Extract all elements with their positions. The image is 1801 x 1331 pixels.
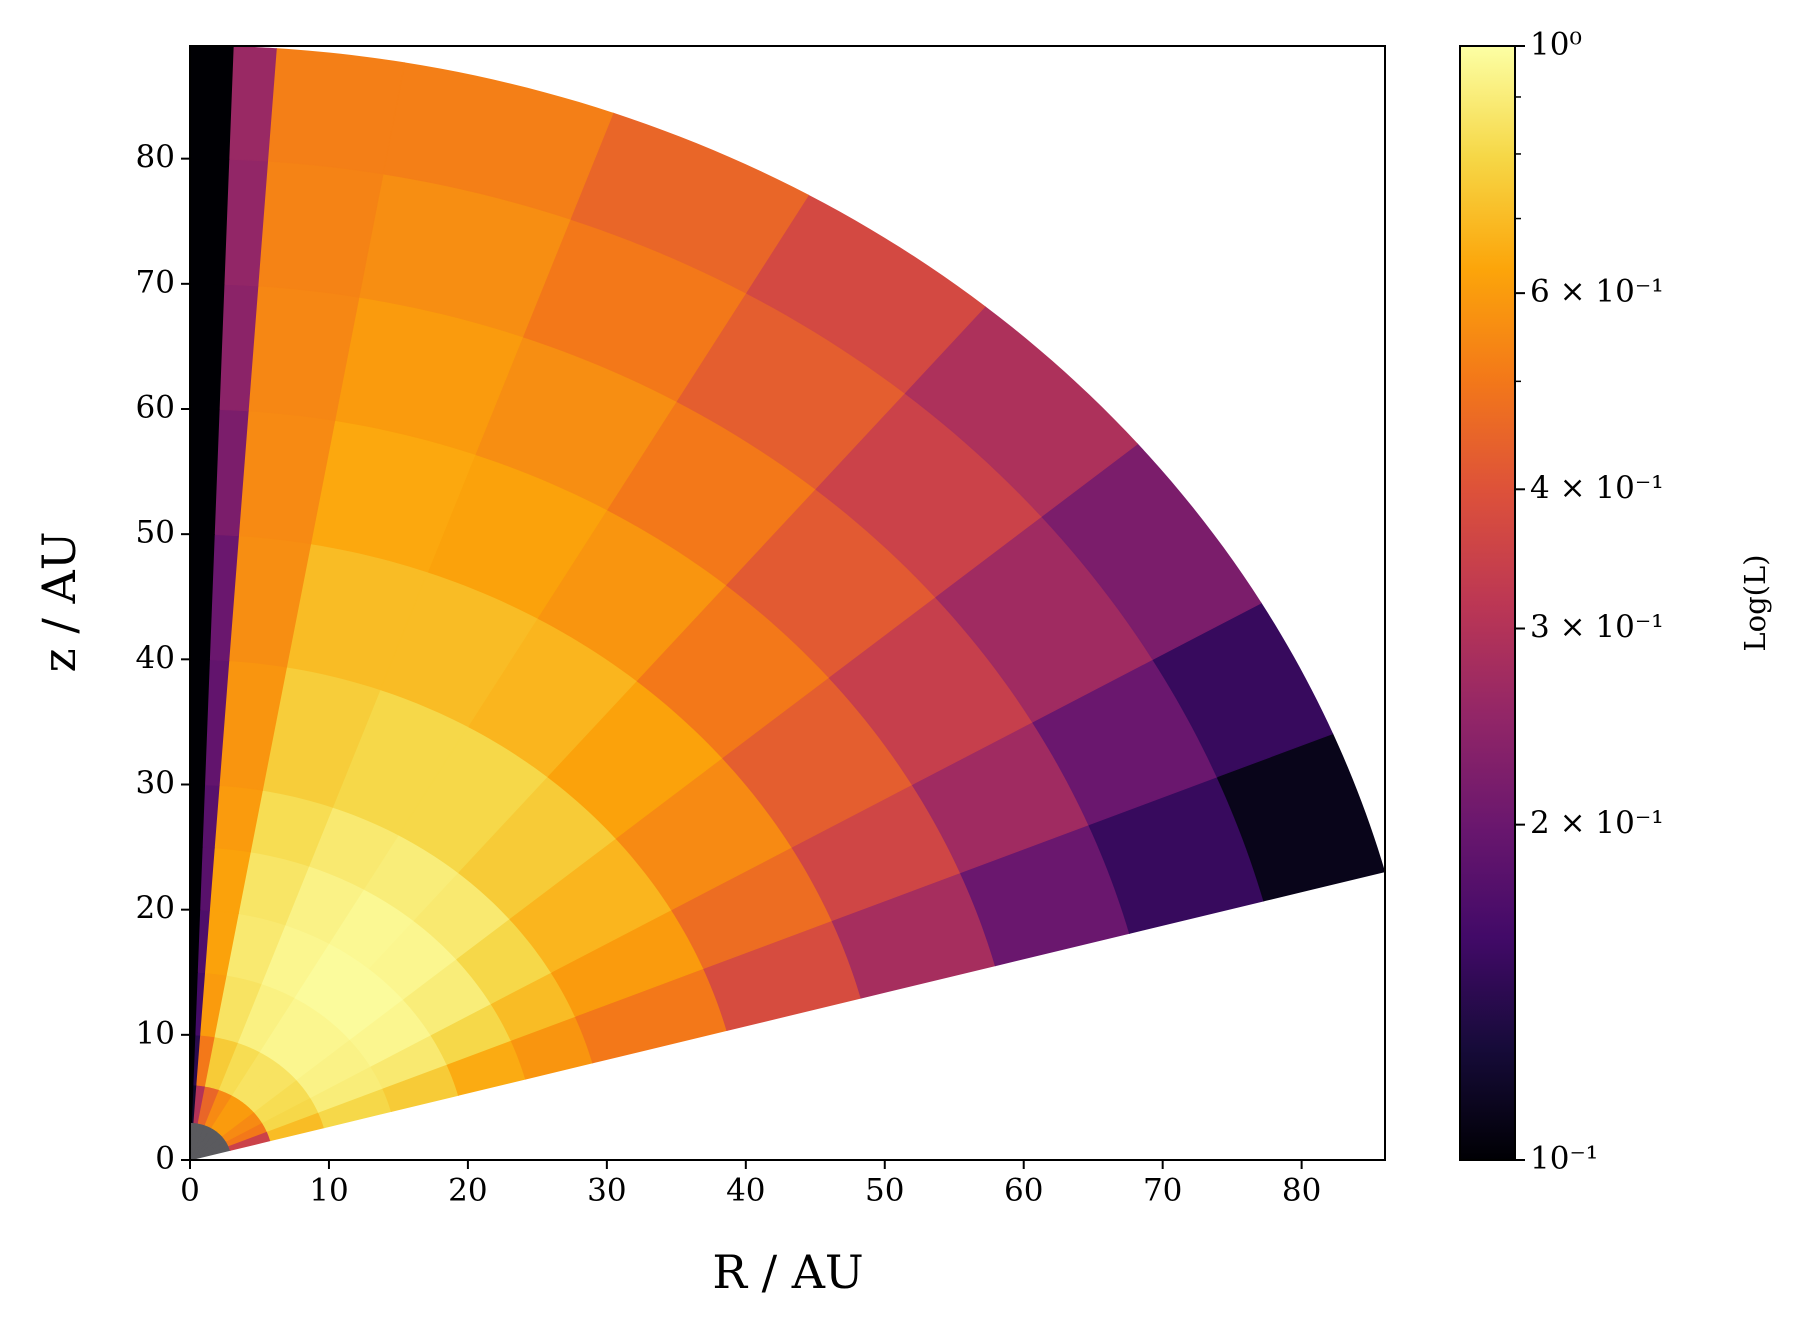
y-tick-label: 50 [136,515,175,551]
x-tick-label: 60 [1004,1173,1043,1209]
heat-cell [228,46,277,162]
y-tick-label: 30 [136,765,175,801]
heat-cell [190,408,220,536]
colorbar-tick-label: 6 × 10⁻¹ [1530,274,1664,310]
colorbar-tick-label: 2 × 10⁻¹ [1530,805,1664,841]
y-tick-label: 60 [136,389,175,425]
heat-cell [190,283,225,410]
x-tick-label: 20 [448,1173,487,1209]
heat-cell [190,158,230,285]
y-tick-label: 0 [155,1141,175,1177]
y-tick-label: 10 [136,1015,175,1051]
x-tick-label: 40 [726,1173,765,1209]
heat-cell [190,533,215,661]
x-tick-label: 70 [1143,1173,1182,1209]
x-tick-label: 80 [1282,1173,1321,1209]
x-tick-label: 30 [587,1173,626,1209]
y-tick-label: 40 [136,640,175,676]
heat-cell [190,783,206,848]
heat-cell [190,46,234,160]
x-tick-label: 0 [180,1173,200,1209]
y-axis-label: z / AU [32,532,86,673]
colorbar-tick-label: 3 × 10⁻¹ [1530,609,1664,645]
colorbar-tick-label: 10⁻¹ [1530,1141,1598,1177]
y-tick-label: 80 [136,139,175,175]
y-tick-label: 70 [136,264,175,300]
x-tick-label: 10 [309,1173,348,1209]
heat-cell [267,48,406,175]
colorbar-tick-label: 10⁰ [1530,27,1582,63]
heat-cell [190,846,203,911]
y-tick-label: 20 [136,890,175,926]
colorbar [1459,45,1516,1161]
colorbar-tick-label: 4 × 10⁻¹ [1530,470,1664,506]
colorbar-label: Log(L) [1738,554,1772,651]
x-tick-label: 50 [865,1173,904,1209]
plot-frame [189,45,1386,1161]
x-axis-label: R / AU [712,1245,863,1299]
